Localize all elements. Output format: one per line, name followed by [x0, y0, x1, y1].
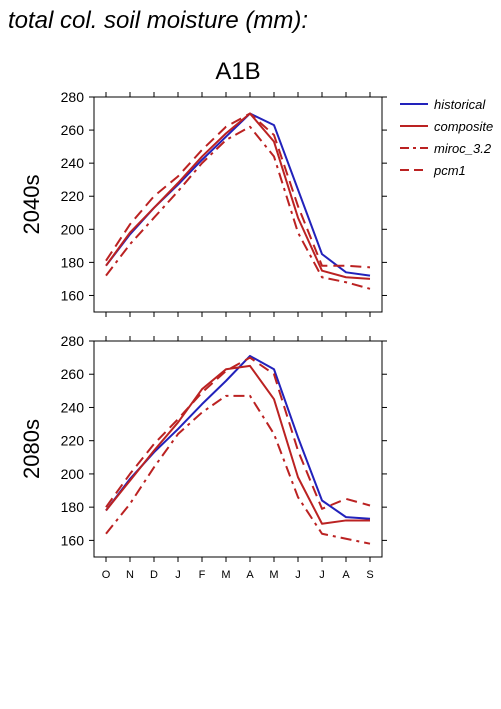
scenario-title: A1B — [215, 58, 260, 85]
panel-2080s: 160 180 200 220 240 260 280 2080s — [19, 333, 387, 562]
y-tick-label: 260 — [61, 122, 85, 138]
series-line-pcm1 — [105, 356, 371, 510]
series-line-composite — [105, 112, 371, 280]
page-title: total col. soil moisture (mm): — [8, 7, 308, 34]
series-line-composite — [105, 364, 370, 525]
x-tick-label: O — [102, 569, 111, 581]
y-tick-label: 280 — [61, 333, 85, 349]
x-tick-label: M — [269, 569, 278, 581]
plot-frame — [93, 96, 383, 313]
y-tick-label: 160 — [61, 287, 85, 303]
legend-label: composite — [434, 119, 493, 134]
series-line-historical — [105, 112, 371, 277]
x-tick-label: M — [221, 569, 230, 581]
panel-label: 2080s — [19, 419, 44, 479]
y-tick-label: 240 — [61, 399, 85, 415]
x-tick-label: A — [246, 569, 254, 581]
legend-label: miroc_3.2 — [434, 141, 492, 156]
y-tick-label: 220 — [61, 188, 85, 204]
x-tick-label: J — [295, 569, 301, 581]
y-tick-label: 180 — [61, 499, 85, 515]
legend: historical composite miroc_3.2 pcm1 — [400, 97, 493, 178]
series-line-historical — [105, 354, 371, 520]
y-tick-label: 240 — [61, 155, 85, 171]
y-tick-label: 180 — [61, 254, 85, 270]
legend-item-composite: composite — [400, 119, 493, 134]
x-tick-label: D — [150, 569, 158, 581]
x-tick-label: N — [126, 569, 134, 581]
x-tick-label: J — [319, 569, 325, 581]
y-tick-label: 220 — [61, 433, 85, 449]
series-line-miroc-3-2 — [105, 125, 371, 290]
x-tick-label: S — [366, 569, 373, 581]
plot-frame — [93, 340, 383, 558]
series-line-miroc-3-2 — [105, 394, 371, 545]
series-line-pcm1 — [105, 112, 371, 269]
x-tick-label: J — [175, 569, 181, 581]
x-tick-label: A — [342, 569, 350, 581]
panel-label: 2040s — [19, 175, 44, 235]
chart-panels: 160 180 200 220 240 260 280 2040s 160 180 200 220 24… — [19, 89, 387, 562]
panel-2040s: 160 180 200 220 240 260 280 2040s — [19, 89, 387, 317]
legend-label: historical — [434, 97, 486, 112]
y-tick-label: 160 — [61, 532, 85, 548]
legend-item-historical: historical — [400, 97, 486, 112]
y-tick-label: 200 — [61, 466, 85, 482]
y-tick-label: 260 — [61, 366, 85, 382]
legend-label: pcm1 — [433, 163, 466, 178]
x-tick-label: F — [199, 569, 206, 581]
y-tick-label: 280 — [61, 89, 85, 105]
legend-item-pcm1: pcm1 — [400, 163, 466, 178]
y-tick-label: 200 — [61, 221, 85, 237]
legend-item-miroc: miroc_3.2 — [400, 141, 492, 156]
